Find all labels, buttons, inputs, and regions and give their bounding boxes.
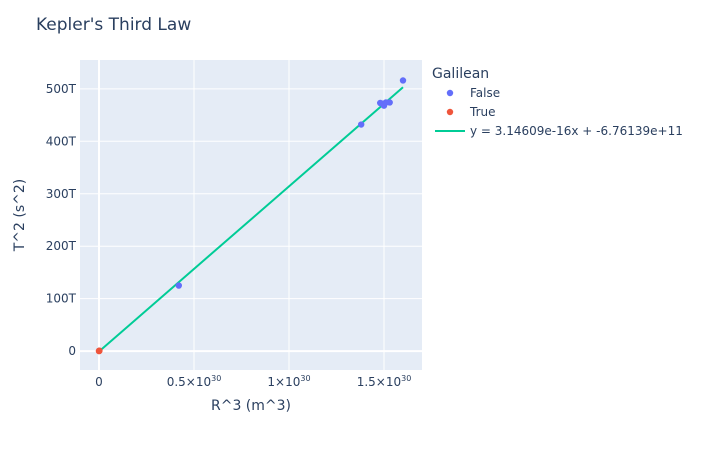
legend-label: True <box>469 105 496 119</box>
legend-marker-swatch <box>446 108 454 116</box>
legend[interactable]: Galilean False True y = 3.14609e-16x + -6.… <box>432 66 683 138</box>
y-tick-label: 100T <box>46 292 77 306</box>
legend-title: Galilean <box>432 66 489 82</box>
x-axis-label: R^3 (m^3) <box>211 398 291 414</box>
legend-item[interactable]: y = 3.14609e-16x + -6.76139e+11 <box>435 124 683 138</box>
y-tick-label: 200T <box>46 239 77 253</box>
legend-item[interactable]: False <box>446 86 500 100</box>
x-tick-label: 0 <box>95 375 103 389</box>
fit-line[interactable] <box>98 86 404 353</box>
y-tick-label: 300T <box>46 187 77 201</box>
grid-lines <box>80 60 422 370</box>
series-0 <box>95 77 407 355</box>
series-1 <box>95 347 103 355</box>
chart-title: Kepler's Third Law <box>36 15 191 35</box>
data-point[interactable] <box>358 121 365 128</box>
y-tick-labels: 0 100T 200T 300T 400T 500T <box>46 82 77 358</box>
data-point[interactable] <box>175 282 182 289</box>
legend-label: y = 3.14609e-16x + -6.76139e+11 <box>470 124 683 138</box>
x-tick-label: 1.5×1030 <box>357 374 412 389</box>
data-point[interactable] <box>399 77 407 84</box>
data-point[interactable] <box>96 347 103 354</box>
series-2 <box>98 86 404 353</box>
x-tick-label: 1×1030 <box>267 374 310 389</box>
y-tick-label: 400T <box>46 134 77 148</box>
x-tick-labels: 0 0.5×1030 1×1030 1.5×1030 <box>95 374 411 389</box>
y-axis-label: T^2 (s^2) <box>12 179 28 253</box>
y-tick-label: 0 <box>68 344 76 358</box>
legend-marker-swatch <box>446 89 454 97</box>
data-point[interactable] <box>386 99 393 106</box>
legend-item[interactable]: True <box>446 105 496 119</box>
series-layer <box>95 77 407 355</box>
y-tick-label: 500T <box>46 82 77 96</box>
legend-label: False <box>470 86 500 100</box>
x-tick-label: 0.5×1030 <box>167 374 222 389</box>
